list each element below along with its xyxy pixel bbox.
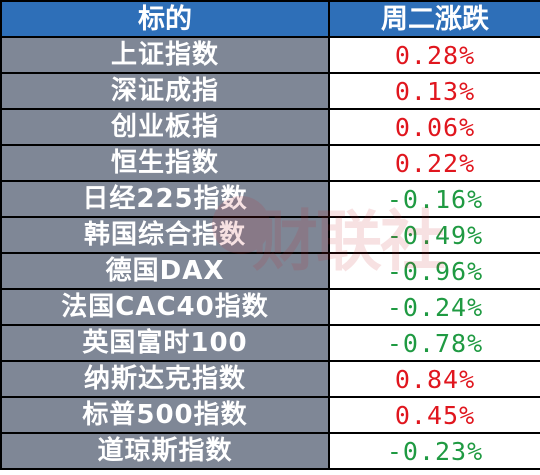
- table-row: 深证成指 0.13%: [0, 72, 540, 110]
- index-change: -0.24%: [328, 288, 540, 326]
- table-row: 纳斯达克指数 0.84%: [0, 360, 540, 398]
- index-change: -0.16%: [328, 180, 540, 218]
- index-name: 韩国综合指数: [0, 216, 330, 254]
- index-change: 0.22%: [328, 144, 540, 182]
- header-name: 标的: [0, 0, 330, 38]
- index-name: 纳斯达克指数: [0, 360, 330, 398]
- index-name: 恒生指数: [0, 144, 330, 182]
- table-row: 法国CAC40指数 -0.24%: [0, 288, 540, 326]
- index-name: 道琼斯指数: [0, 432, 330, 470]
- table-row: 德国DAX -0.96%: [0, 252, 540, 290]
- table-row: 英国富时100 -0.78%: [0, 324, 540, 362]
- index-change: -0.78%: [328, 324, 540, 362]
- index-change: 0.28%: [328, 36, 540, 74]
- table-header-row: 标的 周二涨跌: [0, 0, 540, 38]
- index-name: 英国富时100: [0, 324, 330, 362]
- index-change: -0.49%: [328, 216, 540, 254]
- index-change: -0.23%: [328, 432, 540, 470]
- index-change: 0.45%: [328, 396, 540, 434]
- index-name: 法国CAC40指数: [0, 288, 330, 326]
- table-row: 恒生指数 0.22%: [0, 144, 540, 182]
- index-name: 上证指数: [0, 36, 330, 74]
- header-change: 周二涨跌: [328, 0, 540, 38]
- index-name: 德国DAX: [0, 252, 330, 290]
- index-name: 日经225指数: [0, 180, 330, 218]
- table-row: 韩国综合指数 -0.49%: [0, 216, 540, 254]
- table-row: 道琼斯指数 -0.23%: [0, 432, 540, 470]
- index-change: -0.96%: [328, 252, 540, 290]
- index-change: 0.84%: [328, 360, 540, 398]
- index-change: 0.13%: [328, 72, 540, 110]
- index-name: 标普500指数: [0, 396, 330, 434]
- table-row: 标普500指数 0.45%: [0, 396, 540, 434]
- index-name: 深证成指: [0, 72, 330, 110]
- table-row: 日经225指数 -0.16%: [0, 180, 540, 218]
- index-name: 创业板指: [0, 108, 330, 146]
- index-change: 0.06%: [328, 108, 540, 146]
- table-row: 上证指数 0.28%: [0, 36, 540, 74]
- table-row: 创业板指 0.06%: [0, 108, 540, 146]
